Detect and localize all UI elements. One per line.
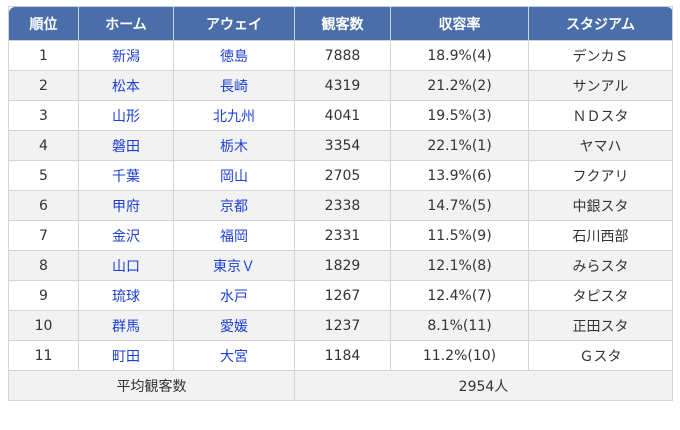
header-rank: 順位 — [8, 6, 79, 41]
capacity-rate-cell: 13.9%(6) — [390, 160, 529, 191]
away-team-link[interactable]: 東京Ｖ — [173, 250, 295, 281]
header-home: ホーム — [78, 6, 174, 41]
capacity-rate-cell: 22.1%(1) — [390, 130, 529, 161]
table-row: 7 金沢 福岡 2331 11.5%(9) 石川西部 — [8, 220, 673, 251]
rank-cell: 1 — [8, 40, 79, 71]
home-team-link[interactable]: 群馬 — [78, 310, 174, 341]
rank-cell: 5 — [8, 160, 79, 191]
attendance-cell: 2331 — [294, 220, 391, 251]
rank-cell: 3 — [8, 100, 79, 131]
home-team-link[interactable]: 山口 — [78, 250, 174, 281]
rank-cell: 7 — [8, 220, 79, 251]
table-row: 5 千葉 岡山 2705 13.9%(6) フクアリ — [8, 160, 673, 191]
attendance-cell: 1184 — [294, 340, 391, 371]
capacity-rate-cell: 21.2%(2) — [390, 70, 529, 101]
attendance-cell: 3354 — [294, 130, 391, 161]
home-team-link[interactable]: 磐田 — [78, 130, 174, 161]
rank-cell: 10 — [8, 310, 79, 341]
header-away: アウェイ — [173, 6, 295, 41]
stadium-cell: フクアリ — [528, 160, 673, 191]
capacity-rate-cell: 11.2%(10) — [390, 340, 529, 371]
away-team-link[interactable]: 福岡 — [173, 220, 295, 251]
away-team-link[interactable]: 岡山 — [173, 160, 295, 191]
rank-cell: 8 — [8, 250, 79, 281]
attendance-table: 順位 ホーム アウェイ 観客数 収容率 スタジアム 1 新潟 徳島 7888 18.9%… — [8, 6, 673, 401]
header-row: 順位 ホーム アウェイ 観客数 収容率 スタジアム — [8, 6, 673, 41]
stadium-cell: タピスタ — [528, 280, 673, 311]
table-row: 1 新潟 徳島 7888 18.9%(4) デンカＳ — [8, 40, 673, 71]
capacity-rate-cell: 19.5%(3) — [390, 100, 529, 131]
stadium-cell: 正田スタ — [528, 310, 673, 341]
table-row: 6 甲府 京都 2338 14.7%(5) 中銀スタ — [8, 190, 673, 221]
header-attendance: 観客数 — [294, 6, 391, 41]
stadium-cell: サンアル — [528, 70, 673, 101]
attendance-cell: 2338 — [294, 190, 391, 221]
rank-cell: 11 — [8, 340, 79, 371]
attendance-cell: 4319 — [294, 70, 391, 101]
away-team-link[interactable]: 北九州 — [173, 100, 295, 131]
away-team-link[interactable]: 長崎 — [173, 70, 295, 101]
rank-cell: 9 — [8, 280, 79, 311]
stadium-cell: ヤマハ — [528, 130, 673, 161]
rank-cell: 4 — [8, 130, 79, 161]
table-row: 3 山形 北九州 4041 19.5%(3) ＮＤスタ — [8, 100, 673, 131]
capacity-rate-cell: 14.7%(5) — [390, 190, 529, 221]
away-team-link[interactable]: 徳島 — [173, 40, 295, 71]
attendance-cell: 1267 — [294, 280, 391, 311]
home-team-link[interactable]: 新潟 — [78, 40, 174, 71]
stadium-cell: 石川西部 — [528, 220, 673, 251]
away-team-link[interactable]: 愛媛 — [173, 310, 295, 341]
home-team-link[interactable]: 千葉 — [78, 160, 174, 191]
table-row: 9 琉球 水戸 1267 12.4%(7) タピスタ — [8, 280, 673, 311]
table-row: 4 磐田 栃木 3354 22.1%(1) ヤマハ — [8, 130, 673, 161]
capacity-rate-cell: 8.1%(11) — [390, 310, 529, 341]
header-capacity-rate: 収容率 — [390, 6, 529, 41]
capacity-rate-cell: 12.1%(8) — [390, 250, 529, 281]
table-row: 2 松本 長崎 4319 21.2%(2) サンアル — [8, 70, 673, 101]
capacity-rate-cell: 12.4%(7) — [390, 280, 529, 311]
header-stadium: スタジアム — [528, 6, 673, 41]
attendance-cell: 7888 — [294, 40, 391, 71]
table-row: 8 山口 東京Ｖ 1829 12.1%(8) みらスタ — [8, 250, 673, 281]
table-row: 11 町田 大宮 1184 11.2%(10) Ｇスタ — [8, 340, 673, 371]
stadium-cell: ＮＤスタ — [528, 100, 673, 131]
rank-cell: 6 — [8, 190, 79, 221]
attendance-cell: 1237 — [294, 310, 391, 341]
home-team-link[interactable]: 町田 — [78, 340, 174, 371]
home-team-link[interactable]: 山形 — [78, 100, 174, 131]
home-team-link[interactable]: 琉球 — [78, 280, 174, 311]
table-row: 10 群馬 愛媛 1237 8.1%(11) 正田スタ — [8, 310, 673, 341]
capacity-rate-cell: 18.9%(4) — [390, 40, 529, 71]
home-team-link[interactable]: 松本 — [78, 70, 174, 101]
away-team-link[interactable]: 栃木 — [173, 130, 295, 161]
attendance-cell: 1829 — [294, 250, 391, 281]
stadium-cell: デンカＳ — [528, 40, 673, 71]
attendance-table-container: 順位 ホーム アウェイ 観客数 収容率 スタジアム 1 新潟 徳島 7888 18.9%… — [8, 6, 673, 401]
home-team-link[interactable]: 金沢 — [78, 220, 174, 251]
stadium-cell: Ｇスタ — [528, 340, 673, 371]
average-label: 平均観客数 — [8, 370, 295, 401]
away-team-link[interactable]: 京都 — [173, 190, 295, 221]
attendance-cell: 2705 — [294, 160, 391, 191]
home-team-link[interactable]: 甲府 — [78, 190, 174, 221]
attendance-cell: 4041 — [294, 100, 391, 131]
away-team-link[interactable]: 水戸 — [173, 280, 295, 311]
average-value: 2954人 — [294, 370, 673, 401]
average-row: 平均観客数 2954人 — [8, 370, 673, 401]
table-body: 1 新潟 徳島 7888 18.9%(4) デンカＳ 2 松本 長崎 4319 21.2%(2) サン… — [8, 40, 673, 371]
stadium-cell: 中銀スタ — [528, 190, 673, 221]
away-team-link[interactable]: 大宮 — [173, 340, 295, 371]
stadium-cell: みらスタ — [528, 250, 673, 281]
capacity-rate-cell: 11.5%(9) — [390, 220, 529, 251]
rank-cell: 2 — [8, 70, 79, 101]
